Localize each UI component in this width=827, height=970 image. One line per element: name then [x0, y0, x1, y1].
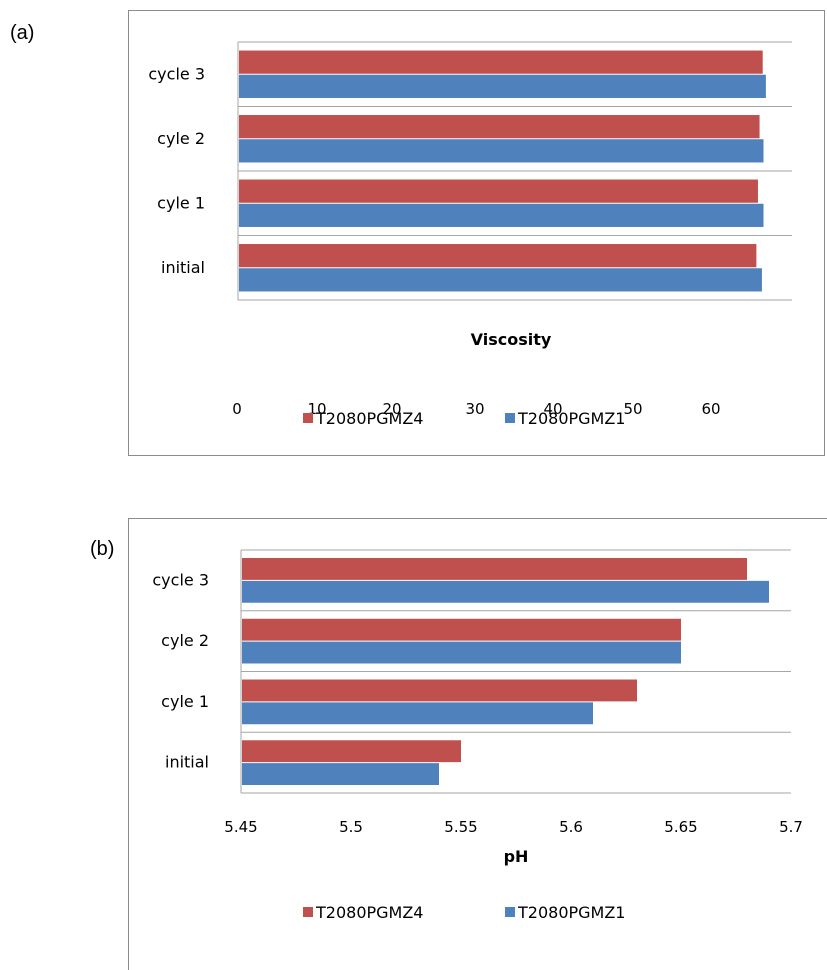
- bar-a-T2080PGMZ4-3: [239, 50, 763, 74]
- bar-a-T2080PGMZ1-2: [239, 139, 764, 163]
- bar-b-T2080PGMZ4-1: [242, 679, 637, 702]
- category-label-a-3: cycle 3: [148, 64, 205, 83]
- x-tick-label-b-4: 5.65: [664, 818, 697, 836]
- category-label-b-1: cyle 1: [161, 692, 209, 711]
- bar-a-T2080PGMZ4-2: [239, 115, 760, 139]
- legend-label-a-1: T2080PGMZ1: [517, 409, 625, 428]
- legend-swatch-a-0: [303, 413, 313, 423]
- legend-swatch-b-1: [505, 907, 515, 917]
- bar-b-T2080PGMZ1-2: [242, 641, 681, 664]
- x-tick-label-a-3: 30: [465, 400, 484, 418]
- x-tick-label-b-0: 5.45: [224, 818, 257, 836]
- category-label-a-1: cyle 1: [157, 193, 205, 212]
- x-tick-label-a-6: 60: [701, 400, 720, 418]
- x-tick-label-b-2: 5.55: [444, 818, 477, 836]
- bar-b-T2080PGMZ1-0: [242, 763, 439, 785]
- legend-label-a-0: T2080PGMZ4: [315, 409, 423, 428]
- panel-b-label: (b): [90, 538, 115, 560]
- panel-a-label: (a): [10, 22, 35, 44]
- x-tick-label-b-5: 5.7: [779, 818, 803, 836]
- chart-a-frame: [128, 10, 825, 456]
- x-axis-title-a: Viscosity: [471, 330, 552, 349]
- x-tick-label-b-3: 5.6: [559, 818, 583, 836]
- bar-b-T2080PGMZ1-3: [242, 580, 769, 603]
- category-label-a-0: initial: [161, 258, 205, 277]
- chart-b-frame: [128, 518, 827, 970]
- category-label-b-3: cycle 3: [152, 570, 209, 589]
- bar-a-T2080PGMZ1-1: [239, 203, 764, 227]
- bar-a-T2080PGMZ4-0: [239, 244, 757, 268]
- bar-b-T2080PGMZ4-3: [242, 558, 747, 580]
- legend-swatch-a-1: [505, 413, 515, 423]
- legend-label-b-1: T2080PGMZ1: [517, 903, 625, 922]
- bar-b-T2080PGMZ4-0: [242, 740, 461, 763]
- category-label-b-0: initial: [165, 753, 209, 772]
- x-tick-label-a-5: 50: [623, 400, 642, 418]
- category-label-b-2: cyle 2: [161, 631, 209, 650]
- bar-a-T2080PGMZ4-1: [239, 179, 758, 203]
- x-tick-label-b-1: 5.5: [339, 818, 363, 836]
- legend-label-b-0: T2080PGMZ4: [315, 903, 423, 922]
- x-tick-label-a-0: 0: [232, 400, 242, 418]
- category-label-a-2: cyle 2: [157, 129, 205, 148]
- bar-b-T2080PGMZ1-1: [242, 702, 593, 725]
- bar-a-T2080PGMZ1-0: [239, 268, 762, 292]
- legend-swatch-b-0: [303, 907, 313, 917]
- bar-a-T2080PGMZ1-3: [239, 74, 766, 98]
- bar-b-T2080PGMZ4-2: [242, 618, 681, 641]
- x-tick-label-a-4: 40: [543, 400, 562, 418]
- x-axis-title-b: pH: [504, 847, 529, 866]
- x-tick-label-a-2: 20: [382, 400, 401, 418]
